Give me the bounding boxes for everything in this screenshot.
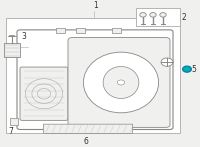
FancyBboxPatch shape [20, 67, 68, 120]
Circle shape [117, 80, 125, 85]
Text: 2: 2 [181, 13, 186, 22]
Bar [76, 28, 85, 33]
Circle shape [150, 13, 156, 17]
Text: 1: 1 [93, 1, 98, 10]
Bar [112, 28, 121, 33]
Text: 5: 5 [191, 65, 196, 74]
Bar [6, 18, 180, 133]
Bar [4, 43, 20, 57]
Text: 3: 3 [21, 32, 26, 41]
Ellipse shape [83, 52, 159, 113]
FancyBboxPatch shape [17, 30, 173, 130]
Ellipse shape [103, 66, 139, 98]
Text: 7: 7 [8, 127, 13, 136]
Ellipse shape [161, 58, 173, 66]
Bar [56, 28, 65, 33]
FancyBboxPatch shape [43, 124, 133, 133]
Bar [136, 8, 180, 26]
FancyBboxPatch shape [68, 38, 170, 127]
Circle shape [183, 66, 191, 72]
Circle shape [140, 13, 146, 17]
Text: 6: 6 [84, 137, 88, 146]
Circle shape [160, 13, 166, 17]
Bar [10, 118, 18, 125]
